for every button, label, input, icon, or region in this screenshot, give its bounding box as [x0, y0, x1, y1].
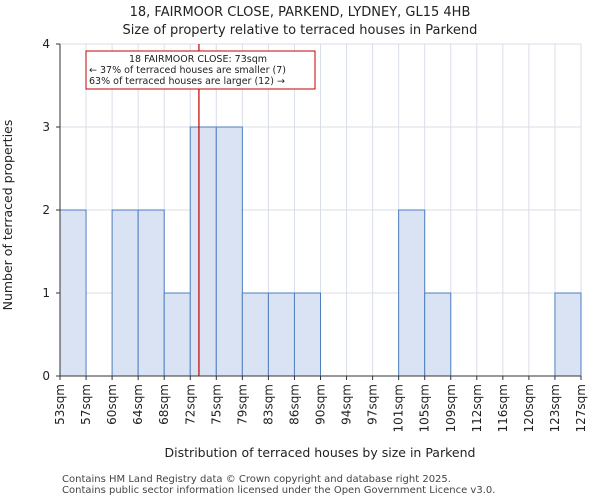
bar-72sqm	[189, 126, 217, 377]
y-tick-label: 4	[42, 37, 50, 51]
annotation-line2: ← 37% of terraced houses are smaller (7)	[89, 65, 286, 76]
x-tick-label: 112sqm	[470, 384, 484, 432]
bar-60sqm	[111, 209, 139, 377]
annotation-line1: 18 FAIRMOOR CLOSE: 73sqm	[129, 54, 267, 65]
chart-title: 18, FAIRMOOR CLOSE, PARKEND, LYDNEY, GL1…	[130, 5, 471, 20]
x-tick-label: 72sqm	[183, 384, 197, 425]
x-tick-label: 68sqm	[157, 384, 171, 425]
y-tick-label: 2	[42, 203, 50, 217]
annotation-box: 18 FAIRMOOR CLOSE: 73sqm ← 37% of terrac…	[85, 50, 316, 90]
x-tick-label: 53sqm	[53, 384, 67, 425]
footer-copyright: Contains HM Land Registry data © Crown c…	[62, 474, 451, 485]
x-axis-label: Distribution of terraced houses by size …	[165, 445, 476, 460]
x-tick-label: 97sqm	[366, 384, 380, 425]
x-tick-label: 83sqm	[261, 384, 275, 425]
chart-subtitle: Size of property relative to terraced ho…	[123, 23, 478, 38]
x-tick-label: 105sqm	[418, 384, 432, 432]
bar-68sqm	[163, 292, 191, 377]
x-tick-label: 57sqm	[79, 384, 93, 425]
bar-101sqm	[398, 209, 426, 377]
x-ticks: 53sqm 57sqm 60sqm 64sqm 68sqm 72sqm 75sqm 79sqm…	[53, 376, 588, 432]
x-tick-label: 101sqm	[392, 384, 406, 432]
annotation-rect	[85, 50, 316, 90]
x-tick-label: 90sqm	[314, 384, 328, 425]
x-tick-label: 64sqm	[131, 384, 145, 425]
x-tick-label: 123sqm	[548, 384, 562, 432]
bar-123sqm	[554, 292, 582, 377]
bar-79sqm	[241, 292, 269, 377]
x-tick-label: 120sqm	[522, 384, 536, 432]
bar-53sqm	[59, 209, 87, 377]
x-tick-label: 86sqm	[287, 384, 301, 425]
x-tick-label: 109sqm	[444, 384, 458, 432]
x-tick-label: 127sqm	[574, 384, 588, 432]
x-tick-label: 94sqm	[340, 384, 354, 425]
x-tick-label: 75sqm	[209, 384, 223, 425]
bar-64sqm	[137, 209, 165, 377]
y-tick-label: 3	[42, 120, 50, 134]
bar-105sqm	[424, 292, 452, 377]
x-tick-label: 79sqm	[235, 384, 249, 425]
annotation-line3: 63% of terraced houses are larger (12) →	[89, 76, 285, 87]
y-tick-label: 1	[42, 286, 50, 300]
bar-83sqm	[267, 292, 295, 377]
bar-86sqm	[293, 292, 322, 377]
bars	[59, 126, 582, 377]
y-tick-label: 0	[42, 369, 50, 383]
footer-licence: Contains public sector information licen…	[62, 485, 496, 496]
y-axis-label: Number of terraced properties	[0, 120, 15, 311]
y-ticks: 0 1 2 3 4	[42, 37, 60, 383]
bar-75sqm	[215, 126, 243, 377]
x-tick-label: 60sqm	[105, 384, 119, 425]
x-tick-label: 116sqm	[496, 384, 510, 432]
